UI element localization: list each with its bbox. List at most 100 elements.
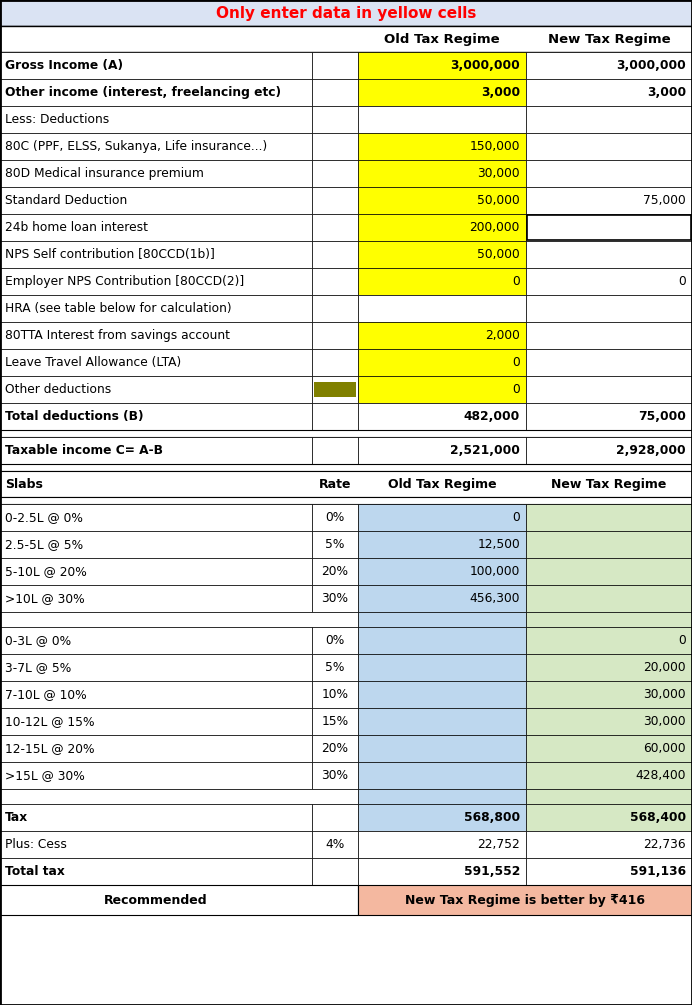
- Bar: [0, 585, 312, 612]
- Bar: [312, 831, 358, 858]
- Bar: [526, 79, 692, 106]
- Bar: [312, 214, 358, 241]
- Bar: [358, 858, 526, 885]
- Bar: [312, 187, 358, 214]
- Bar: [312, 268, 358, 295]
- Bar: [312, 403, 358, 430]
- Text: 2,521,000: 2,521,000: [450, 444, 520, 457]
- Text: 0: 0: [678, 634, 686, 647]
- Text: 30,000: 30,000: [477, 167, 520, 180]
- Bar: [526, 585, 692, 612]
- Bar: [526, 627, 692, 654]
- Text: 12,500: 12,500: [477, 538, 520, 551]
- Text: HRA (see table below for calculation): HRA (see table below for calculation): [5, 302, 232, 315]
- Bar: [526, 241, 692, 268]
- Text: 50,000: 50,000: [477, 248, 520, 261]
- Bar: [526, 52, 692, 79]
- Text: Gross Income (A): Gross Income (A): [5, 59, 123, 72]
- Text: 5%: 5%: [325, 661, 345, 674]
- Bar: [0, 464, 692, 471]
- Bar: [526, 858, 692, 885]
- Bar: [526, 804, 692, 831]
- Text: Total deductions (B): Total deductions (B): [5, 410, 143, 423]
- Bar: [314, 382, 356, 397]
- Bar: [0, 558, 312, 585]
- Text: Taxable income C= A-B: Taxable income C= A-B: [5, 444, 163, 457]
- Text: 0: 0: [512, 383, 520, 396]
- Bar: [0, 831, 312, 858]
- Bar: [526, 295, 692, 322]
- Bar: [358, 681, 526, 708]
- Text: Old Tax Regime: Old Tax Regime: [384, 32, 500, 45]
- Text: 0: 0: [512, 275, 520, 288]
- Text: 60,000: 60,000: [644, 742, 686, 755]
- Bar: [0, 627, 312, 654]
- Text: 30%: 30%: [322, 769, 349, 782]
- Bar: [312, 627, 358, 654]
- Bar: [0, 471, 692, 497]
- Text: 20%: 20%: [322, 565, 349, 578]
- Text: 3,000: 3,000: [481, 86, 520, 99]
- Text: 150,000: 150,000: [469, 140, 520, 153]
- Text: 0%: 0%: [325, 511, 345, 524]
- Bar: [358, 376, 526, 403]
- Bar: [0, 681, 312, 708]
- Text: >15L @ 30%: >15L @ 30%: [5, 769, 84, 782]
- Text: Slabs: Slabs: [5, 477, 43, 490]
- Bar: [0, 187, 312, 214]
- Text: 591,552: 591,552: [464, 865, 520, 878]
- Bar: [358, 585, 526, 612]
- Text: 0: 0: [512, 511, 520, 524]
- Bar: [358, 531, 526, 558]
- Bar: [0, 133, 312, 160]
- Text: 50,000: 50,000: [477, 194, 520, 207]
- Bar: [358, 558, 526, 585]
- Bar: [526, 558, 692, 585]
- Text: 10%: 10%: [322, 688, 349, 701]
- Bar: [0, 762, 312, 789]
- Bar: [526, 376, 692, 403]
- Bar: [0, 804, 312, 831]
- Text: Recommended: Recommended: [104, 893, 208, 907]
- Bar: [526, 268, 692, 295]
- Text: 3-7L @ 5%: 3-7L @ 5%: [5, 661, 71, 674]
- Bar: [312, 708, 358, 735]
- Text: Tax: Tax: [5, 811, 28, 824]
- Text: New Tax Regime is better by ₹416: New Tax Regime is better by ₹416: [405, 893, 645, 907]
- Bar: [526, 735, 692, 762]
- Text: NPS Self contribution [80CCD(1b)]: NPS Self contribution [80CCD(1b)]: [5, 248, 215, 261]
- Text: 0-3L @ 0%: 0-3L @ 0%: [5, 634, 71, 647]
- Bar: [526, 214, 692, 241]
- Bar: [358, 295, 526, 322]
- Bar: [312, 349, 358, 376]
- Bar: [312, 295, 358, 322]
- Bar: [312, 437, 358, 464]
- Text: 10-12L @ 15%: 10-12L @ 15%: [5, 715, 95, 728]
- Bar: [312, 735, 358, 762]
- Text: 30,000: 30,000: [644, 715, 686, 728]
- Bar: [358, 268, 526, 295]
- Bar: [312, 681, 358, 708]
- Text: Other income (interest, freelancing etc): Other income (interest, freelancing etc): [5, 86, 281, 99]
- Bar: [0, 26, 692, 52]
- Bar: [0, 497, 692, 504]
- Text: Total tax: Total tax: [5, 865, 65, 878]
- Text: >10L @ 30%: >10L @ 30%: [5, 592, 84, 605]
- Text: 3,000,000: 3,000,000: [617, 59, 686, 72]
- Bar: [358, 437, 526, 464]
- Text: 12-15L @ 20%: 12-15L @ 20%: [5, 742, 95, 755]
- Text: 80C (PPF, ELSS, Sukanya, Life insurance...): 80C (PPF, ELSS, Sukanya, Life insurance.…: [5, 140, 267, 153]
- Bar: [358, 133, 526, 160]
- Bar: [358, 160, 526, 187]
- Text: New Tax Regime: New Tax Regime: [552, 477, 666, 490]
- Text: 0-2.5L @ 0%: 0-2.5L @ 0%: [5, 511, 83, 524]
- Bar: [526, 322, 692, 349]
- Text: New Tax Regime: New Tax Regime: [547, 32, 671, 45]
- Bar: [526, 612, 692, 627]
- Text: 2,000: 2,000: [485, 329, 520, 342]
- Bar: [312, 322, 358, 349]
- Text: 568,800: 568,800: [464, 811, 520, 824]
- Bar: [526, 187, 692, 214]
- Bar: [358, 214, 526, 241]
- Bar: [0, 214, 312, 241]
